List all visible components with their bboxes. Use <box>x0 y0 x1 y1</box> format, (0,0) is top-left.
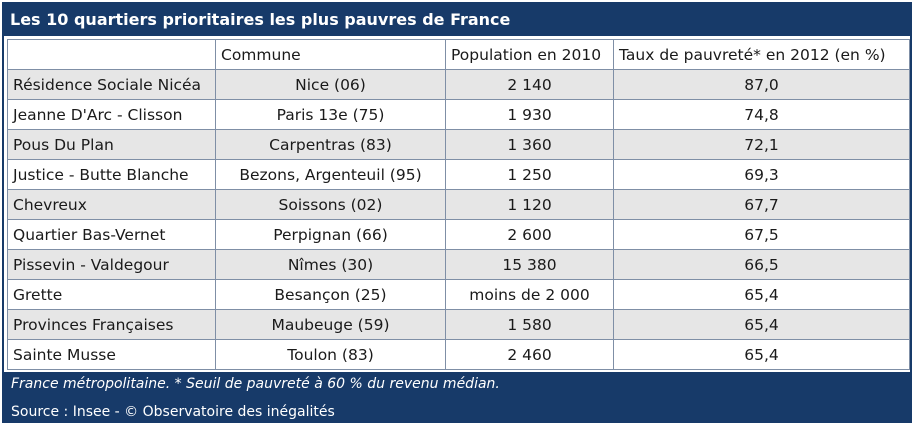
table-row: Sainte Musse Toulon (83) 2 460 65,4 <box>7 339 910 370</box>
cell-population: 1 580 <box>445 309 614 340</box>
cell-quartier: Pissevin - Valdegour <box>7 249 216 280</box>
cell-population: 1 250 <box>445 159 614 190</box>
cell-quartier: Quartier Bas-Vernet <box>7 219 216 250</box>
table-title: Les 10 quartiers prioritaires les plus p… <box>4 4 910 36</box>
cell-population: 2 140 <box>445 69 614 100</box>
cell-commune: Maubeuge (59) <box>215 309 446 340</box>
cell-population: 1 360 <box>445 129 614 160</box>
table-row: Pous Du Plan Carpentras (83) 1 360 72,1 <box>7 129 910 160</box>
cell-population: 2 600 <box>445 219 614 250</box>
table-footer: France métropolitaine. * Seuil de pauvre… <box>4 372 910 421</box>
cell-commune: Bezons, Argenteuil (95) <box>215 159 446 190</box>
cell-commune: Nice (06) <box>215 69 446 100</box>
cell-population: 2 460 <box>445 339 614 370</box>
cell-quartier: Justice - Butte Blanche <box>7 159 216 190</box>
header-quartier <box>7 39 216 70</box>
cell-population: moins de 2 000 <box>445 279 614 310</box>
cell-taux: 72,1 <box>613 129 910 160</box>
source-text: Source : Insee - © Observatoire des inég… <box>11 404 335 420</box>
cell-taux: 65,4 <box>613 339 910 370</box>
table-row: Résidence Sociale Nicéa Nice (06) 2 140 … <box>7 69 910 100</box>
cell-taux: 87,0 <box>613 69 910 100</box>
cell-commune: Paris 13e (75) <box>215 99 446 130</box>
cell-commune: Perpignan (66) <box>215 219 446 250</box>
cell-population: 1 120 <box>445 189 614 220</box>
cell-commune: Carpentras (83) <box>215 129 446 160</box>
table-row: Provinces Françaises Maubeuge (59) 1 580… <box>7 309 910 340</box>
cell-population: 1 930 <box>445 99 614 130</box>
cell-quartier: Chevreux <box>7 189 216 220</box>
cell-commune: Besançon (25) <box>215 279 446 310</box>
table-row: Quartier Bas-Vernet Perpignan (66) 2 600… <box>7 219 910 250</box>
cell-taux: 65,4 <box>613 279 910 310</box>
cell-taux: 69,3 <box>613 159 910 190</box>
cell-quartier: Résidence Sociale Nicéa <box>7 69 216 100</box>
cell-commune: Nîmes (30) <box>215 249 446 280</box>
table-row: Pissevin - Valdegour Nîmes (30) 15 380 6… <box>7 249 910 280</box>
header-population: Population en 2010 <box>445 39 614 70</box>
header-taux: Taux de pauvreté* en 2012 (en %) <box>613 39 910 70</box>
table-row: Jeanne D'Arc - Clisson Paris 13e (75) 1 … <box>7 99 910 130</box>
cell-taux: 67,5 <box>613 219 910 250</box>
footnote-text: France métropolitaine. * Seuil de pauvre… <box>11 376 500 392</box>
cell-taux: 67,7 <box>613 189 910 220</box>
cell-taux: 66,5 <box>613 249 910 280</box>
table-row: Justice - Butte Blanche Bezons, Argenteu… <box>7 159 910 190</box>
table-row: Chevreux Soissons (02) 1 120 67,7 <box>7 189 910 220</box>
table-row: Grette Besançon (25) moins de 2 000 65,4 <box>7 279 910 310</box>
cell-commune: Soissons (02) <box>215 189 446 220</box>
cell-population: 15 380 <box>445 249 614 280</box>
header-commune: Commune <box>215 39 446 70</box>
cell-commune: Toulon (83) <box>215 339 446 370</box>
cell-quartier: Sainte Musse <box>7 339 216 370</box>
cell-quartier: Grette <box>7 279 216 310</box>
header-row: Commune Population en 2010 Taux de pauvr… <box>7 39 910 70</box>
cell-quartier: Pous Du Plan <box>7 129 216 160</box>
cell-quartier: Jeanne D'Arc - Clisson <box>7 99 216 130</box>
cell-quartier: Provinces Françaises <box>7 309 216 340</box>
cell-taux: 74,8 <box>613 99 910 130</box>
cell-taux: 65,4 <box>613 309 910 340</box>
data-table: Commune Population en 2010 Taux de pauvr… <box>7 39 910 370</box>
